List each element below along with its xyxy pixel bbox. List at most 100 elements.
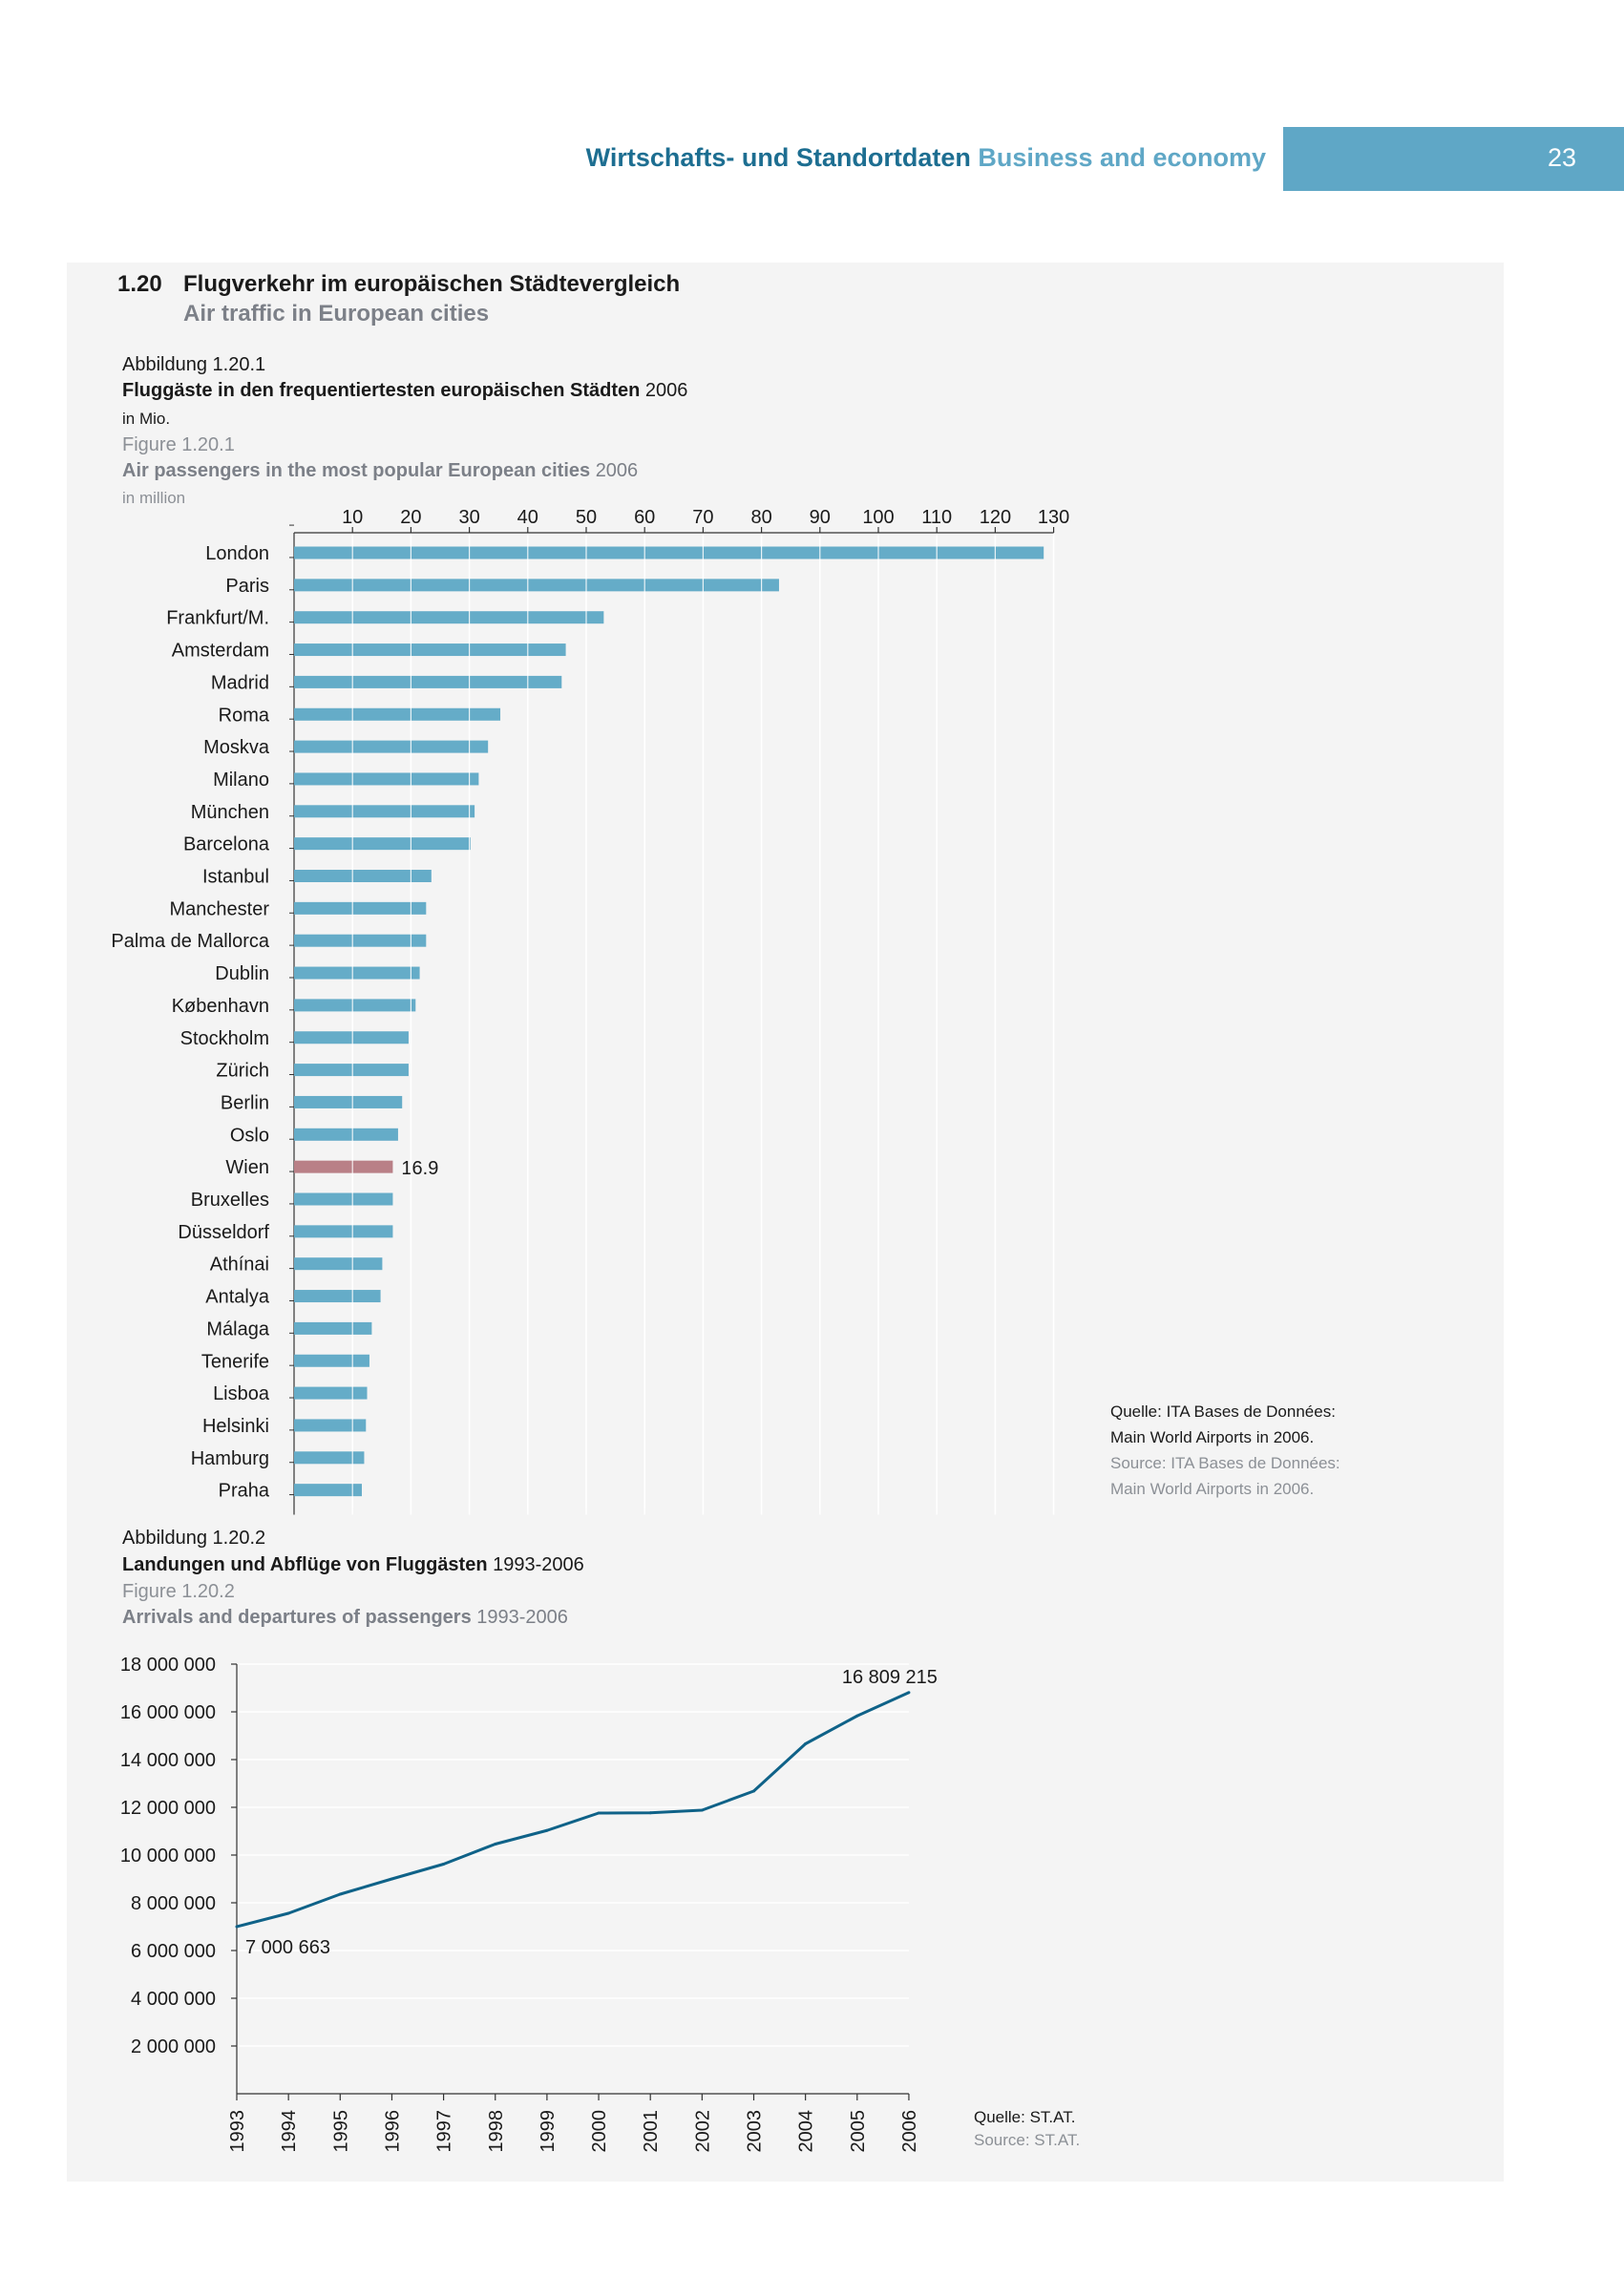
- x-tick-label: 10: [342, 507, 363, 528]
- bar: [294, 772, 479, 786]
- bar: [294, 805, 475, 818]
- y-tick-label: 2 000 000: [131, 2036, 216, 2057]
- x-tick-label: 1994: [279, 2110, 300, 2153]
- category-label: Roma: [219, 705, 270, 726]
- figure2-source-en: Source: ST.AT.: [974, 2131, 1081, 2149]
- x-tick-label: 110: [921, 507, 952, 528]
- data-point: [752, 1789, 755, 1793]
- y-tick-label: 6 000 000: [131, 1941, 216, 1962]
- figure1-title-en: Air passengers in the most popular Europ…: [122, 460, 639, 481]
- x-tick-label: 2005: [848, 2110, 869, 2153]
- category-label: Athínai: [210, 1255, 269, 1276]
- bar: [294, 1095, 403, 1108]
- figure1-source-de: Quelle: ITA Bases de Données: Main World…: [1110, 1399, 1336, 1450]
- y-tick-label: 18 000 000: [120, 1655, 216, 1676]
- y-tick-label: 10 000 000: [120, 1846, 216, 1867]
- y-tick-label: 12 000 000: [120, 1798, 216, 1819]
- category-label: Berlin: [221, 1092, 269, 1113]
- figure2-label-de: Abbildung 1.20.2: [122, 1528, 266, 1549]
- figure2-label-en: Figure 1.20.2: [122, 1581, 235, 1602]
- bar: [294, 546, 1044, 559]
- x-tick-label: 2006: [899, 2110, 920, 2153]
- x-tick-label: 70: [692, 507, 713, 528]
- x-tick-label: 2001: [641, 2110, 662, 2153]
- category-label: Oslo: [230, 1125, 269, 1146]
- figure1-unit-en: in million: [122, 489, 186, 507]
- data-point: [700, 1808, 704, 1812]
- bar: [294, 837, 471, 851]
- category-label: London: [205, 543, 269, 564]
- category-label: München: [191, 802, 269, 823]
- bar: [294, 675, 562, 688]
- section-title-de: Flugverkehr im europäischen Städtevergle…: [183, 271, 681, 297]
- data-point: [597, 1811, 601, 1815]
- x-tick-label: 1996: [382, 2110, 403, 2153]
- category-label: Zürich: [216, 1061, 269, 1082]
- data-point: [235, 1925, 239, 1929]
- figure1-title-de: Fluggäste in den frequentiertesten europ…: [122, 380, 688, 401]
- data-point: [855, 1714, 859, 1718]
- x-tick-label: 1997: [434, 2110, 455, 2153]
- x-tick-label: 1993: [227, 2110, 248, 2153]
- category-label: Paris: [225, 576, 269, 597]
- data-point: [648, 1811, 652, 1815]
- x-tick-label: 60: [634, 507, 655, 528]
- x-tick-label: 120: [980, 507, 1011, 528]
- category-label: Tenerife: [201, 1351, 269, 1372]
- x-tick-label: 20: [400, 507, 421, 528]
- category-label: København: [172, 996, 269, 1017]
- figure2-source-de: Quelle: ST.AT.: [974, 2108, 1076, 2126]
- y-tick-label: 16 000 000: [120, 1702, 216, 1723]
- bar: [294, 1192, 393, 1206]
- bar: [294, 870, 432, 882]
- category-label: Madrid: [211, 672, 269, 693]
- x-tick-label: 40: [517, 507, 538, 528]
- bar: [294, 1386, 368, 1400]
- category-label: Barcelona: [183, 834, 270, 855]
- category-label: Milano: [213, 770, 269, 791]
- bar: [294, 579, 779, 592]
- bar: [294, 1290, 381, 1303]
- bar: [294, 707, 501, 721]
- data-point: [286, 1911, 290, 1915]
- data-point: [545, 1828, 549, 1832]
- category-label: Wien: [225, 1157, 269, 1178]
- bar: [294, 966, 420, 980]
- figure2-title-en: Arrivals and departures of passengers 19…: [122, 1607, 568, 1628]
- category-label: Bruxelles: [191, 1190, 269, 1211]
- x-tick-label: 1995: [330, 2110, 351, 2153]
- bar: [294, 1354, 369, 1367]
- figure2-title-de: Landungen und Abflüge von Fluggästen 199…: [122, 1554, 584, 1575]
- data-point: [907, 1691, 911, 1695]
- bar: [294, 999, 416, 1012]
- bar: [294, 1031, 409, 1044]
- bar: [294, 1064, 409, 1077]
- figure1-source-en: Source: ITA Bases de Données: Main World…: [1110, 1450, 1340, 1502]
- category-label: Manchester: [170, 898, 270, 919]
- bar: [294, 901, 427, 915]
- bar: [294, 643, 566, 657]
- x-tick-label: 100: [862, 507, 894, 528]
- category-label: Lisboa: [213, 1383, 270, 1404]
- category-label: Moskva: [203, 737, 270, 758]
- category-label: Amsterdam: [172, 641, 269, 662]
- category-label: Hamburg: [191, 1448, 269, 1469]
- x-tick-label: 90: [810, 507, 831, 528]
- y-tick-label: 4 000 000: [131, 1989, 216, 2010]
- figure2-period-en: 1993-2006: [476, 1607, 568, 1628]
- bar: [294, 934, 427, 947]
- bar: [294, 1419, 367, 1432]
- figure1-year-de: 2006: [644, 380, 688, 401]
- category-label: Dublin: [215, 963, 269, 984]
- x-tick-label: 80: [750, 507, 771, 528]
- x-tick-label: 1998: [486, 2110, 507, 2153]
- data-point: [442, 1863, 446, 1866]
- bar: [294, 1128, 398, 1141]
- data-point: [390, 1877, 393, 1881]
- category-label: Helsinki: [202, 1416, 269, 1437]
- figure2-period-de: 1993-2006: [493, 1554, 584, 1575]
- category-label: Praha: [219, 1481, 270, 1502]
- y-tick-label: 8 000 000: [131, 1893, 216, 1914]
- category-label: Stockholm: [180, 1028, 269, 1049]
